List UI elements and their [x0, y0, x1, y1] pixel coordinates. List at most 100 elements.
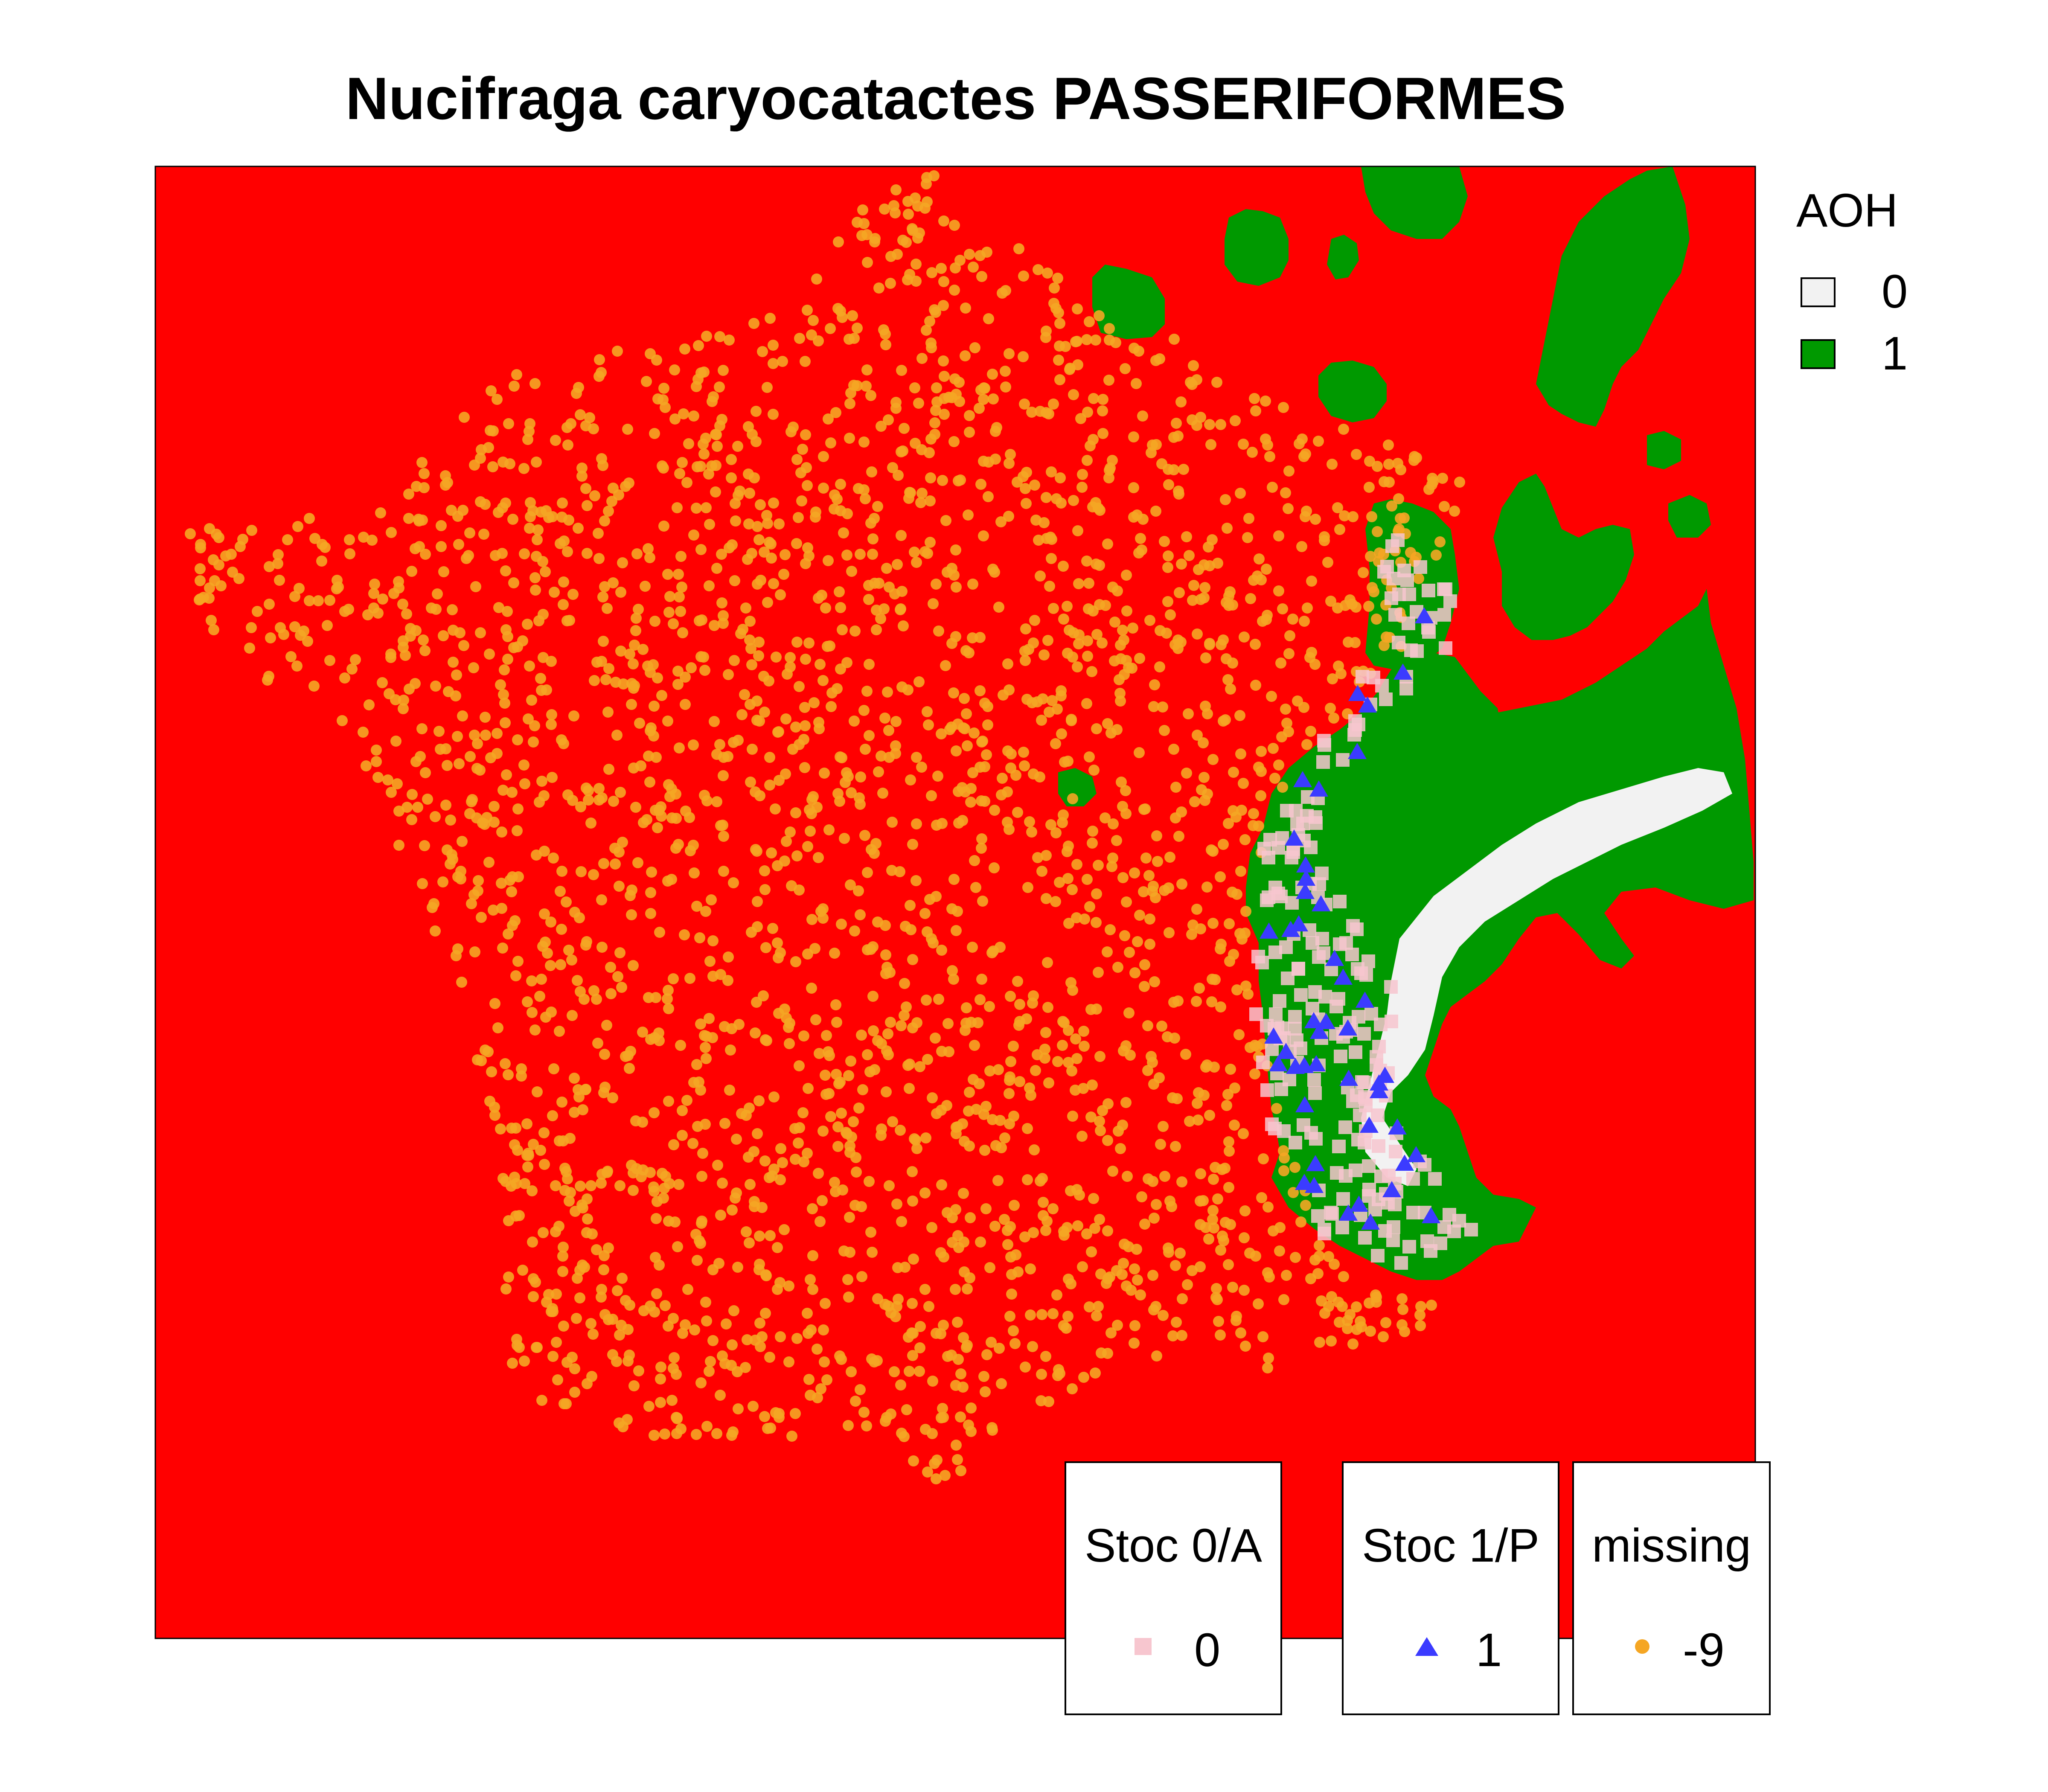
missing-point: [813, 852, 824, 863]
missing-point: [534, 797, 545, 808]
missing-point: [996, 1142, 1007, 1153]
missing-point: [1021, 694, 1033, 705]
missing-point: [1134, 747, 1145, 758]
missing-point: [527, 1236, 538, 1248]
missing-point: [872, 916, 883, 928]
missing-point: [1042, 635, 1053, 646]
missing-point: [1057, 1040, 1068, 1051]
missing-point: [598, 1087, 609, 1098]
missing-point: [836, 1108, 847, 1119]
missing-point: [924, 894, 935, 905]
missing-point: [1026, 826, 1037, 838]
missing-point: [617, 837, 628, 848]
missing-point: [668, 1363, 679, 1374]
missing-point: [611, 730, 623, 741]
missing-point: [823, 413, 834, 425]
missing-point: [546, 709, 557, 720]
missing-point: [593, 783, 605, 794]
missing-point: [772, 1242, 783, 1253]
legend-missing: missing -9: [1572, 1461, 1771, 1715]
missing-point: [781, 1012, 792, 1024]
missing-point: [1018, 351, 1029, 362]
missing-point: [508, 577, 519, 588]
missing-point: [760, 1269, 771, 1280]
missing-point: [717, 1350, 728, 1361]
missing-point: [1148, 701, 1159, 712]
missing-point: [1097, 428, 1108, 439]
missing-point: [1027, 1341, 1038, 1352]
missing-point: [802, 841, 813, 852]
missing-point: [1396, 1293, 1408, 1304]
missing-point: [949, 285, 960, 296]
missing-point: [1314, 1240, 1325, 1251]
missing-point: [492, 394, 503, 405]
missing-point: [736, 709, 748, 720]
missing-point: [760, 942, 771, 953]
missing-point: [921, 325, 932, 336]
stoc1-point: [1415, 607, 1434, 623]
stoc0-point: [1357, 1027, 1371, 1041]
missing-point: [1020, 655, 1031, 666]
missing-point: [807, 1284, 818, 1295]
missing-point: [1210, 974, 1221, 985]
missing-point: [832, 494, 843, 505]
missing-point: [1207, 754, 1219, 765]
missing-point: [558, 599, 569, 610]
missing-point: [1040, 1027, 1051, 1038]
missing-point: [748, 1146, 759, 1157]
missing-point: [903, 1332, 914, 1343]
legend-stoc1: Stoc 1/P 1: [1342, 1461, 1559, 1715]
missing-point: [1091, 559, 1102, 570]
missing-point: [727, 1204, 738, 1216]
missing-point: [1102, 946, 1113, 957]
missing-point: [714, 381, 725, 393]
missing-point: [1028, 990, 1039, 1001]
missing-point: [1381, 631, 1392, 643]
missing-point: [371, 745, 382, 756]
missing-point: [637, 1027, 648, 1038]
missing-point: [774, 518, 785, 529]
missing-point: [927, 1092, 938, 1103]
habitat-patch-n5: [1361, 166, 1468, 239]
missing-point: [1038, 1197, 1049, 1208]
missing-point: [324, 655, 335, 666]
missing-point: [904, 1059, 915, 1070]
missing-point: [558, 576, 569, 588]
missing-point: [503, 1215, 514, 1226]
missing-point: [907, 1166, 918, 1177]
missing-point: [1039, 1044, 1050, 1055]
missing-point: [295, 630, 306, 641]
stoc1-point: [1382, 1181, 1401, 1197]
missing-point: [1094, 1116, 1105, 1127]
missing-point: [1123, 1007, 1135, 1018]
missing-point: [1248, 808, 1259, 819]
missing-point: [350, 654, 361, 665]
missing-point: [683, 438, 694, 449]
missing-point: [898, 620, 909, 631]
missing-point: [990, 426, 1001, 437]
missing-point: [637, 1117, 648, 1128]
missing-point: [881, 563, 892, 574]
missing-point: [882, 1028, 893, 1039]
missing-point: [649, 701, 660, 712]
missing-point: [1002, 817, 1013, 828]
missing-point: [760, 1308, 771, 1319]
missing-point: [791, 538, 802, 549]
missing-point: [278, 629, 289, 640]
missing-point: [555, 886, 566, 897]
missing-point: [712, 1160, 723, 1171]
missing-point: [989, 862, 1000, 873]
aoh-label-1: 1: [1882, 327, 1908, 380]
missing-point: [503, 1069, 514, 1080]
missing-point: [692, 1121, 703, 1132]
missing-point: [1025, 1263, 1036, 1274]
missing-point: [503, 1271, 514, 1283]
missing-point: [732, 441, 743, 452]
stoc1-point: [1305, 1177, 1324, 1193]
missing-point: [649, 1306, 660, 1318]
missing-point: [797, 1107, 809, 1118]
missing-point: [757, 346, 768, 357]
missing-point: [1144, 615, 1155, 626]
missing-point: [682, 1284, 693, 1295]
missing-point: [694, 932, 705, 943]
